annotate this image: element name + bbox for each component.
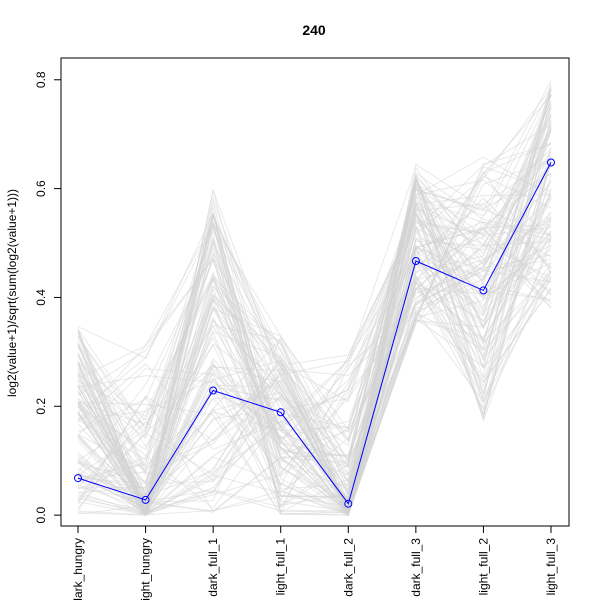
background-line — [77, 244, 552, 513]
y-axis-label: log2(value+1)/sqrt(sum(log2(value+1))) — [5, 189, 19, 397]
x-tick-label: light_full_2 — [476, 538, 490, 596]
data-point — [344, 499, 353, 508]
background-line — [77, 85, 552, 516]
background-line — [77, 225, 552, 514]
background-line — [77, 202, 552, 501]
background-line — [77, 196, 552, 514]
background-series — [77, 80, 552, 517]
background-line — [77, 160, 552, 494]
background-line — [77, 256, 552, 506]
y-tick-label: 0.4 — [34, 289, 48, 306]
background-line — [77, 196, 552, 514]
data-point — [209, 386, 218, 395]
background-line — [77, 177, 552, 513]
background-line — [77, 233, 552, 515]
x-tick-label: light_full_1 — [274, 538, 288, 596]
x-tick-label: dark_full_1 — [206, 538, 220, 597]
x-tick-label: dark_hungry — [71, 538, 85, 600]
data-point — [479, 286, 488, 295]
background-line — [77, 148, 552, 511]
background-line — [77, 94, 552, 513]
background-line — [77, 194, 552, 487]
background-line — [77, 173, 552, 509]
background-line — [77, 178, 552, 451]
background-line — [77, 158, 552, 515]
background-line — [77, 104, 552, 505]
x-tick-label: dark_full_2 — [341, 538, 355, 597]
background-line — [77, 270, 552, 441]
data-point — [141, 495, 150, 504]
x-tick-label: dark_full_3 — [409, 538, 423, 597]
x-tick-label: light_full_3 — [544, 538, 558, 596]
data-point — [276, 408, 285, 417]
y-tick-label: 0.6 — [34, 180, 48, 197]
y-tick-label: 0.0 — [34, 506, 48, 523]
y-axis: 0.0 0.2 0.4 0.6 0.8 — [34, 71, 62, 523]
background-line — [77, 158, 552, 516]
data-point — [547, 158, 555, 167]
highlight-series — [74, 158, 555, 508]
background-line — [77, 115, 552, 517]
background-line — [77, 130, 552, 512]
highlight-line — [77, 162, 552, 505]
x-axis: dark_hungry light_hungry dark_full_1 light_… — [71, 525, 558, 600]
x-tick-label: light_hungry — [139, 538, 153, 600]
background-line — [77, 266, 552, 513]
background-line — [77, 197, 552, 516]
data-point — [74, 474, 82, 483]
y-tick-label: 0.8 — [34, 71, 48, 88]
background-line — [77, 143, 552, 515]
data-point — [411, 257, 420, 265]
background-line — [77, 93, 552, 513]
background-line — [77, 151, 552, 431]
chart-title: 240 — [302, 22, 326, 38]
background-line — [77, 158, 552, 501]
y-tick-label: 0.2 — [34, 398, 48, 415]
background-line — [77, 156, 552, 480]
background-line — [77, 124, 552, 511]
background-line — [77, 89, 552, 515]
background-line — [77, 185, 552, 490]
background-line — [77, 238, 552, 471]
